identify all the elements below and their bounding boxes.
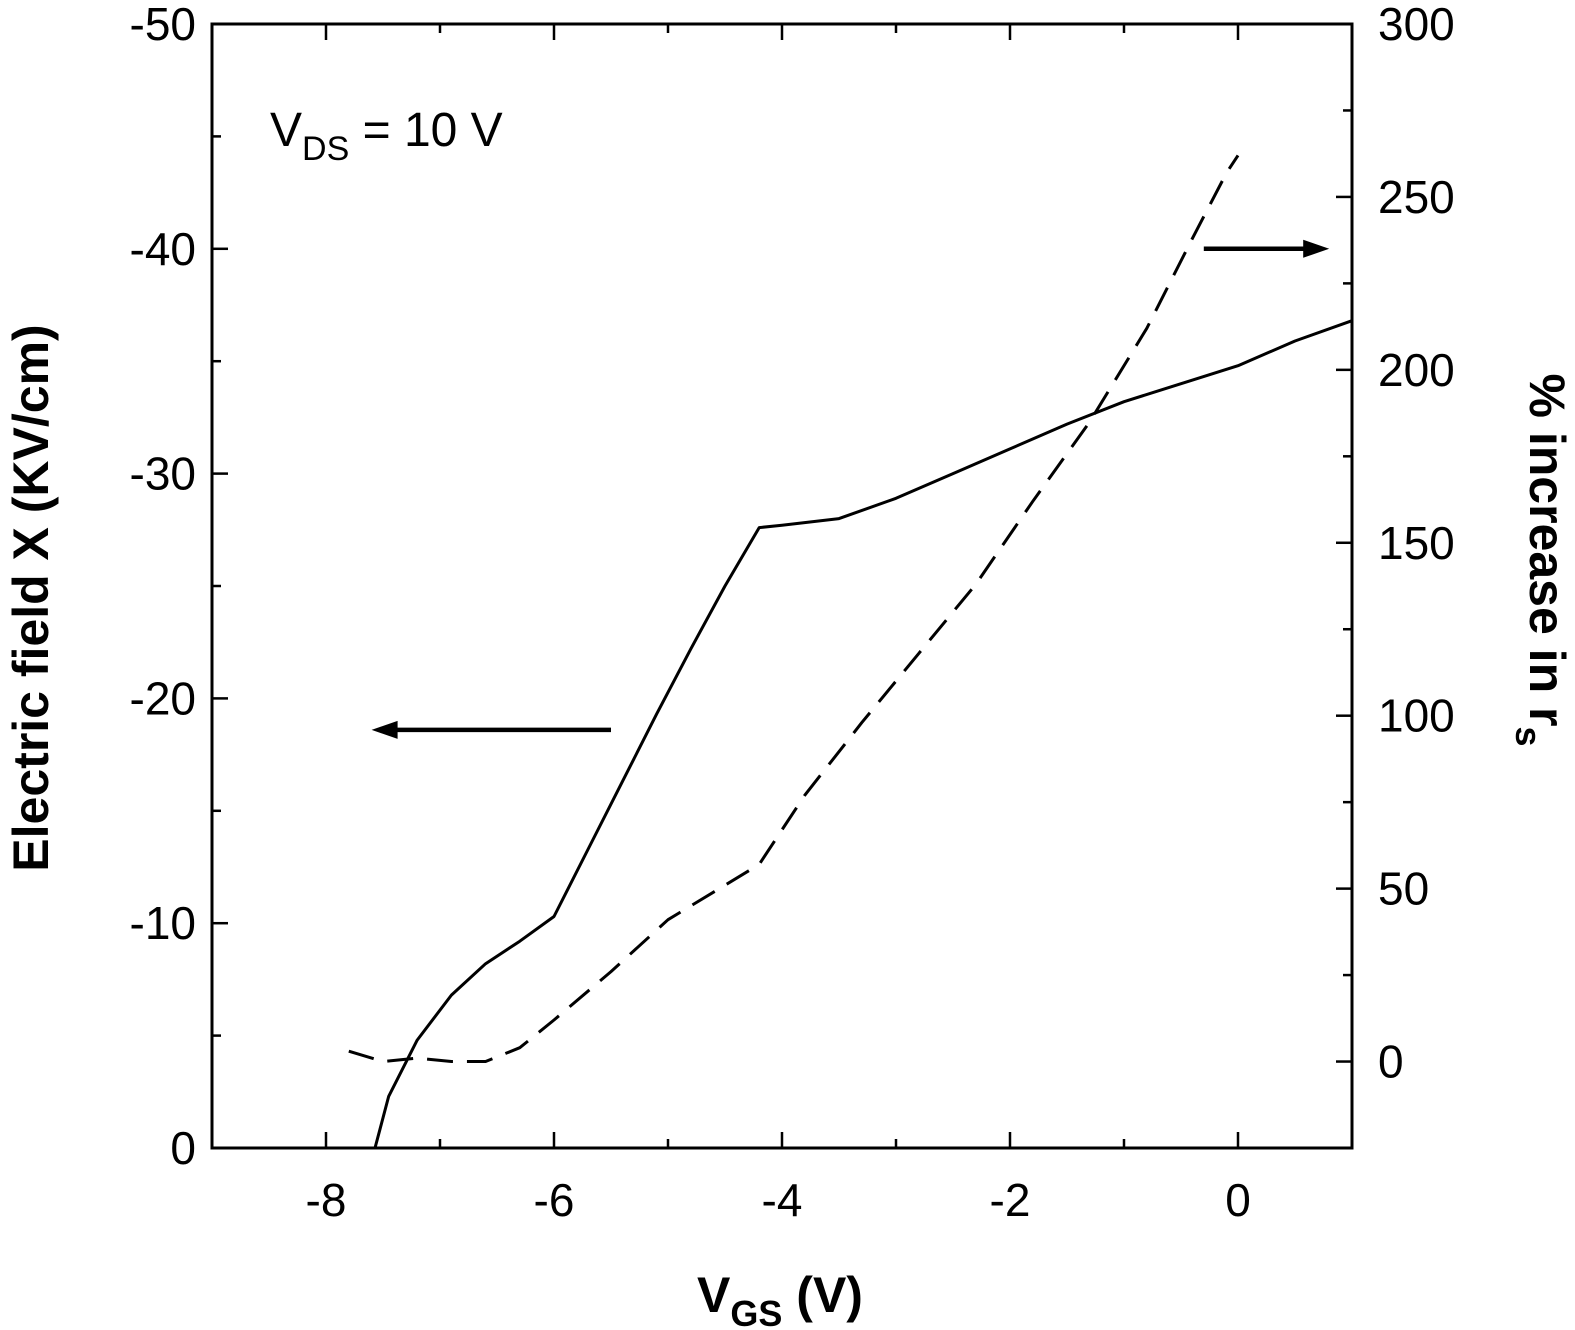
rs-increase-dashed-line [348,154,1240,1063]
y-left-tick-label: 0 [170,1122,196,1174]
plot-layer: -8 -6 -4 -2 00-10-20-30-40-50050100150200250… [130,0,1455,1226]
y-right-tick-label: 200 [1378,344,1455,396]
y-right-tick-label: 150 [1378,517,1455,569]
x-tick-label: -6 [534,1174,575,1226]
left-axis-arrow-head [371,720,398,739]
y-right-tick-label: 250 [1378,171,1455,223]
vds-annotation-main: V [270,104,302,157]
x-axis-title-main: V [697,1267,731,1323]
x-tick-label: -8 [306,1174,347,1226]
y-left-tick-label: -40 [130,223,196,275]
y-right-tick-label: 50 [1378,863,1429,915]
right-axis-arrow-head [1303,239,1330,258]
y-right-tick-label: 0 [1378,1036,1404,1088]
x-tick-label: 0 [1225,1174,1251,1226]
y-right-axis-title-sub: s [1508,726,1549,746]
vds-annotation-tail: = 10 V [349,104,502,157]
y-right-tick-label: 100 [1378,690,1455,742]
x-axis-title-tail: (V) [782,1267,863,1323]
x-axis-title: VGS (V) [697,1267,863,1330]
y-left-axis-title: Electric field X (KV/cm) [3,324,59,871]
x-tick-label: -2 [990,1174,1031,1226]
x-tick-label: -4 [762,1174,803,1226]
electric-field-line [373,319,1353,1149]
y-right-tick-label: 300 [1378,0,1455,50]
y-left-tick-label: -10 [130,897,196,949]
y-right-axis-title-main: % increase in r [1519,374,1575,727]
y-right-axis-title: % increase in rs [1508,374,1575,747]
x-axis-title-sub: GS [730,1293,782,1330]
vds-annotation-sub: DS [302,130,349,168]
y-left-tick-label: -50 [130,0,196,50]
y-left-tick-label: -30 [130,448,196,500]
plot-frame [210,22,1354,1150]
y-left-tick-label: -20 [130,672,196,724]
vds-annotation: VDS = 10 V [270,104,503,168]
